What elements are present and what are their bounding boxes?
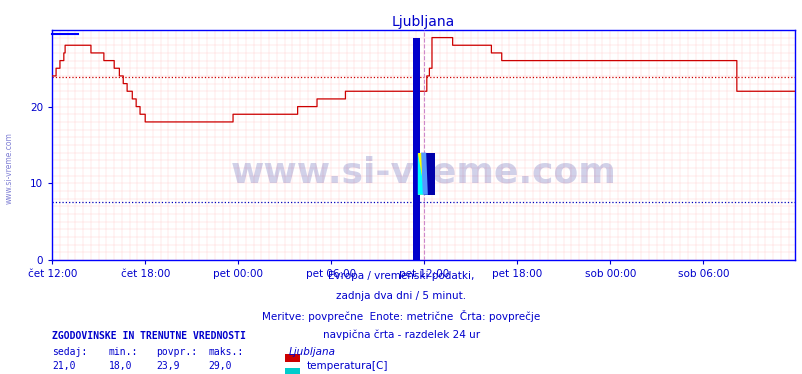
Polygon shape (420, 153, 427, 195)
Text: Ljubljana: Ljubljana (289, 347, 336, 357)
Bar (413, 38, 419, 260)
Text: 18,0: 18,0 (108, 361, 132, 371)
Polygon shape (417, 153, 425, 195)
Text: 23,9: 23,9 (156, 361, 180, 371)
Text: temperatura[C]: temperatura[C] (306, 361, 387, 371)
Polygon shape (424, 153, 434, 195)
Bar (417, 153, 434, 195)
Text: 21,0: 21,0 (52, 361, 75, 371)
Text: 29,0: 29,0 (209, 361, 232, 371)
Text: sedaj:: sedaj: (52, 347, 87, 357)
Text: Meritve: povprečne  Enote: metrične  Črta: povprečje: Meritve: povprečne Enote: metrične Črta:… (262, 310, 540, 322)
Text: povpr.:: povpr.: (156, 347, 197, 357)
Text: navpična črta - razdelek 24 ur: navpična črta - razdelek 24 ur (322, 329, 480, 340)
Text: Evropa / vremenski podatki,: Evropa / vremenski podatki, (328, 271, 474, 281)
Text: min.:: min.: (108, 347, 138, 357)
Text: zadnja dva dni / 5 minut.: zadnja dva dni / 5 minut. (336, 291, 466, 301)
Text: maks.:: maks.: (209, 347, 244, 357)
Text: www.si-vreme.com: www.si-vreme.com (230, 156, 616, 190)
Text: www.si-vreme.com: www.si-vreme.com (5, 132, 14, 204)
Title: Ljubljana: Ljubljana (391, 15, 455, 29)
Text: ZGODOVINSKE IN TRENUTNE VREDNOSTI: ZGODOVINSKE IN TRENUTNE VREDNOSTI (52, 331, 245, 341)
